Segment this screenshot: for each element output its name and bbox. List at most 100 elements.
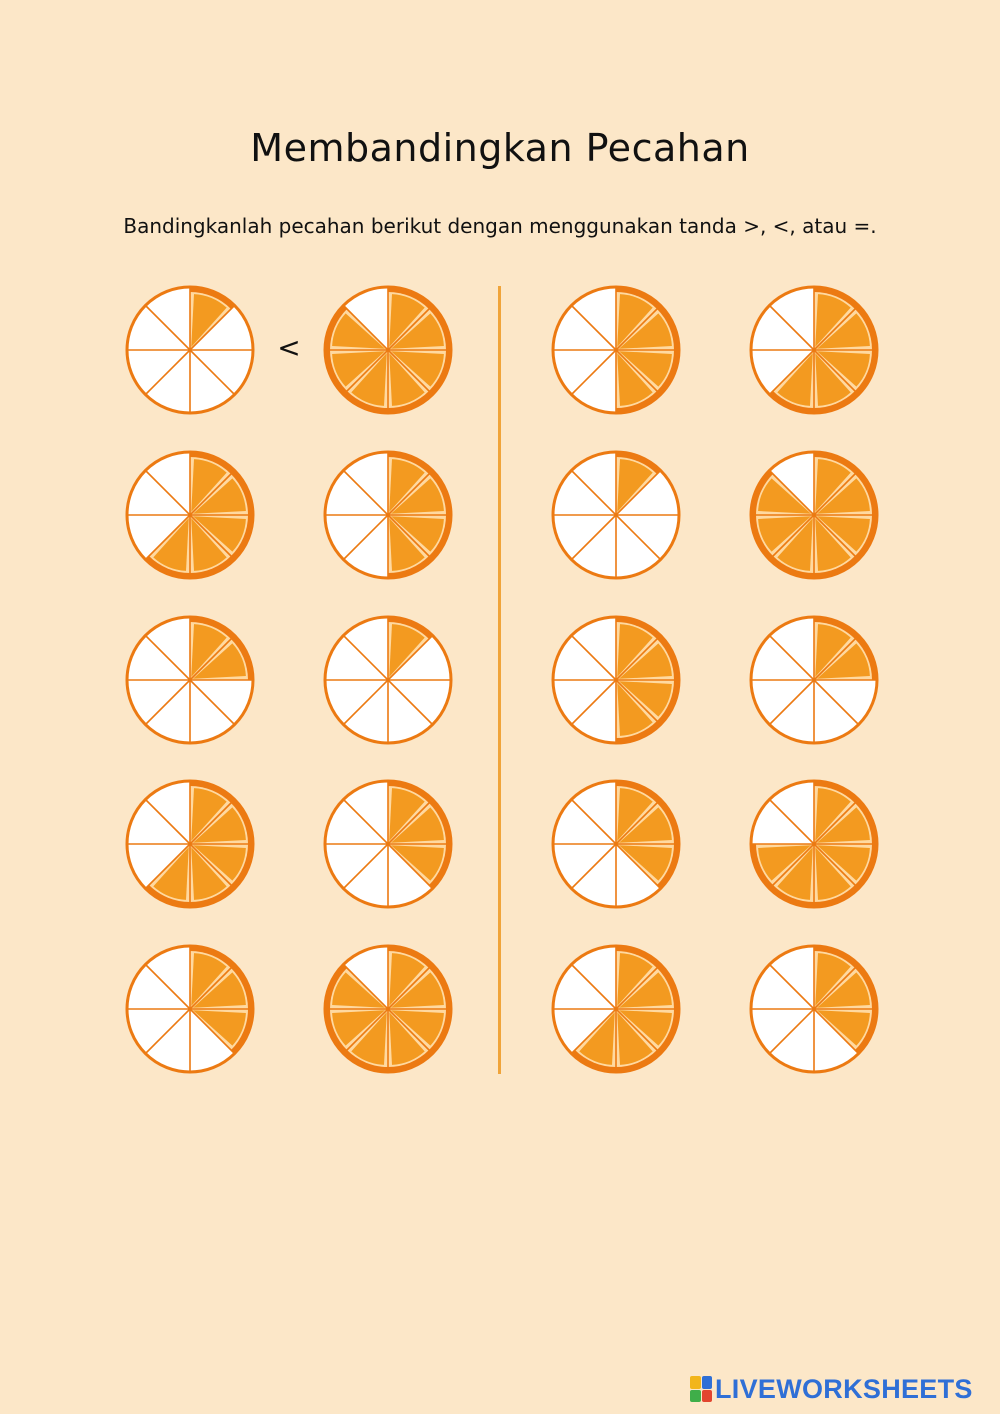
empty-segment bbox=[342, 616, 388, 680]
segment-divider-line bbox=[813, 843, 860, 890]
fraction-orange-10-right bbox=[748, 943, 880, 1075]
orange-outline bbox=[125, 779, 255, 909]
answer-slot-3[interactable] bbox=[264, 493, 314, 533]
orange-flesh-segment bbox=[192, 478, 246, 514]
empty-segment bbox=[750, 304, 814, 350]
orange-flesh-segment bbox=[618, 807, 672, 843]
orange-flesh-segment bbox=[617, 624, 653, 678]
empty-segment bbox=[768, 945, 814, 1009]
fraction-orange-8-left-svg bbox=[551, 779, 681, 909]
orange-flesh-segment bbox=[390, 516, 444, 552]
orange-flesh-segment bbox=[618, 972, 672, 1008]
fraction-orange-8-right bbox=[748, 778, 880, 910]
empty-segment bbox=[324, 680, 388, 726]
orange-flesh-segment bbox=[815, 846, 851, 900]
segment-divider-line bbox=[144, 304, 191, 351]
empty-segment bbox=[324, 634, 388, 680]
empty-segment bbox=[144, 350, 190, 414]
empty-segment bbox=[768, 451, 814, 515]
empty-segment bbox=[126, 304, 190, 350]
segment-divider-line bbox=[342, 634, 389, 681]
segment-divider-line bbox=[768, 349, 815, 396]
orange-outline bbox=[125, 615, 255, 745]
segment-divider-line bbox=[813, 469, 860, 516]
orange-outline bbox=[323, 944, 453, 1074]
liveworksheets-logo-icon bbox=[690, 1376, 712, 1402]
orange-flesh-segment bbox=[332, 313, 386, 349]
empty-segment bbox=[570, 286, 616, 350]
orange-flesh-segment bbox=[390, 972, 444, 1008]
orange-flesh-segment bbox=[390, 313, 444, 349]
empty-segment bbox=[768, 680, 814, 744]
orange-outline bbox=[551, 285, 681, 415]
answer-slot-9[interactable] bbox=[264, 987, 314, 1027]
empty-segment bbox=[552, 469, 616, 515]
orange-outline bbox=[551, 615, 681, 745]
empty-segment bbox=[552, 1009, 616, 1055]
empty-segment bbox=[814, 1009, 860, 1073]
orange-flesh-segment bbox=[191, 624, 227, 678]
segment-divider-line bbox=[342, 304, 389, 351]
orange-flesh-segment bbox=[816, 972, 870, 1008]
orange-outline bbox=[125, 450, 255, 580]
segment-divider-line bbox=[189, 304, 236, 351]
orange-outline bbox=[749, 779, 879, 909]
orange-flesh-segment bbox=[389, 788, 425, 842]
fraction-orange-5-right bbox=[322, 614, 454, 746]
answer-slot-4[interactable] bbox=[690, 493, 740, 533]
segment-divider-line bbox=[144, 963, 191, 1010]
orange-flesh-segment bbox=[191, 953, 227, 1007]
empty-segment bbox=[126, 634, 190, 680]
segment-divider-line bbox=[189, 843, 236, 890]
orange-flesh-segment bbox=[153, 517, 189, 571]
answer-slot-6[interactable] bbox=[690, 658, 740, 698]
segment-divider-line bbox=[615, 1008, 662, 1055]
segment-divider-line bbox=[387, 963, 434, 1010]
orange-flesh-segment bbox=[153, 846, 189, 900]
empty-segment bbox=[768, 286, 814, 350]
empty-segment bbox=[126, 844, 190, 890]
empty-segment bbox=[570, 451, 616, 515]
orange-outline bbox=[749, 285, 879, 415]
orange-flesh-segment bbox=[389, 624, 425, 678]
answer-slot-8[interactable] bbox=[690, 822, 740, 862]
segment-divider-line bbox=[387, 634, 434, 681]
empty-segment bbox=[144, 780, 190, 844]
orange-flesh-segment bbox=[815, 624, 851, 678]
segment-divider-line bbox=[615, 843, 662, 890]
fraction-orange-3-left-svg bbox=[125, 450, 255, 580]
empty-segment bbox=[552, 844, 616, 890]
empty-segment bbox=[616, 515, 662, 579]
empty-segment bbox=[750, 1009, 814, 1055]
orange-flesh-segment bbox=[816, 351, 870, 387]
answer-slot-1[interactable]: < bbox=[277, 331, 301, 364]
instruction-text: Bandingkanlah pecahan berikut dengan men… bbox=[123, 214, 877, 238]
answer-slot-2[interactable] bbox=[690, 328, 740, 368]
orange-flesh-segment bbox=[390, 351, 444, 387]
orange-flesh-segment bbox=[389, 1011, 425, 1065]
empty-segment bbox=[750, 680, 814, 726]
segment-divider-line bbox=[813, 679, 860, 726]
fraction-orange-8-left bbox=[550, 778, 682, 910]
segment-divider-line bbox=[813, 1008, 860, 1055]
answer-slot-5[interactable] bbox=[264, 658, 314, 698]
empty-segment bbox=[144, 286, 190, 350]
fraction-orange-1-left bbox=[124, 284, 256, 416]
empty-segment bbox=[144, 616, 190, 680]
empty-segment bbox=[126, 680, 190, 726]
fraction-orange-10-right-svg bbox=[749, 944, 879, 1074]
answer-slot-10[interactable] bbox=[690, 987, 740, 1027]
fraction-orange-2-left bbox=[550, 284, 682, 416]
orange-flesh-segment bbox=[618, 351, 672, 387]
empty-segment bbox=[126, 350, 190, 396]
empty-segment bbox=[190, 304, 254, 350]
segment-divider-line bbox=[768, 798, 815, 845]
empty-segment bbox=[616, 844, 662, 908]
answer-slot-7[interactable] bbox=[264, 822, 314, 862]
fraction-orange-6-right-svg bbox=[749, 615, 879, 745]
empty-segment bbox=[342, 844, 388, 908]
fraction-orange-2-right-svg bbox=[749, 285, 879, 415]
segment-divider-line bbox=[144, 634, 191, 681]
segment-divider-line bbox=[615, 963, 662, 1010]
orange-flesh-segment bbox=[815, 517, 851, 571]
